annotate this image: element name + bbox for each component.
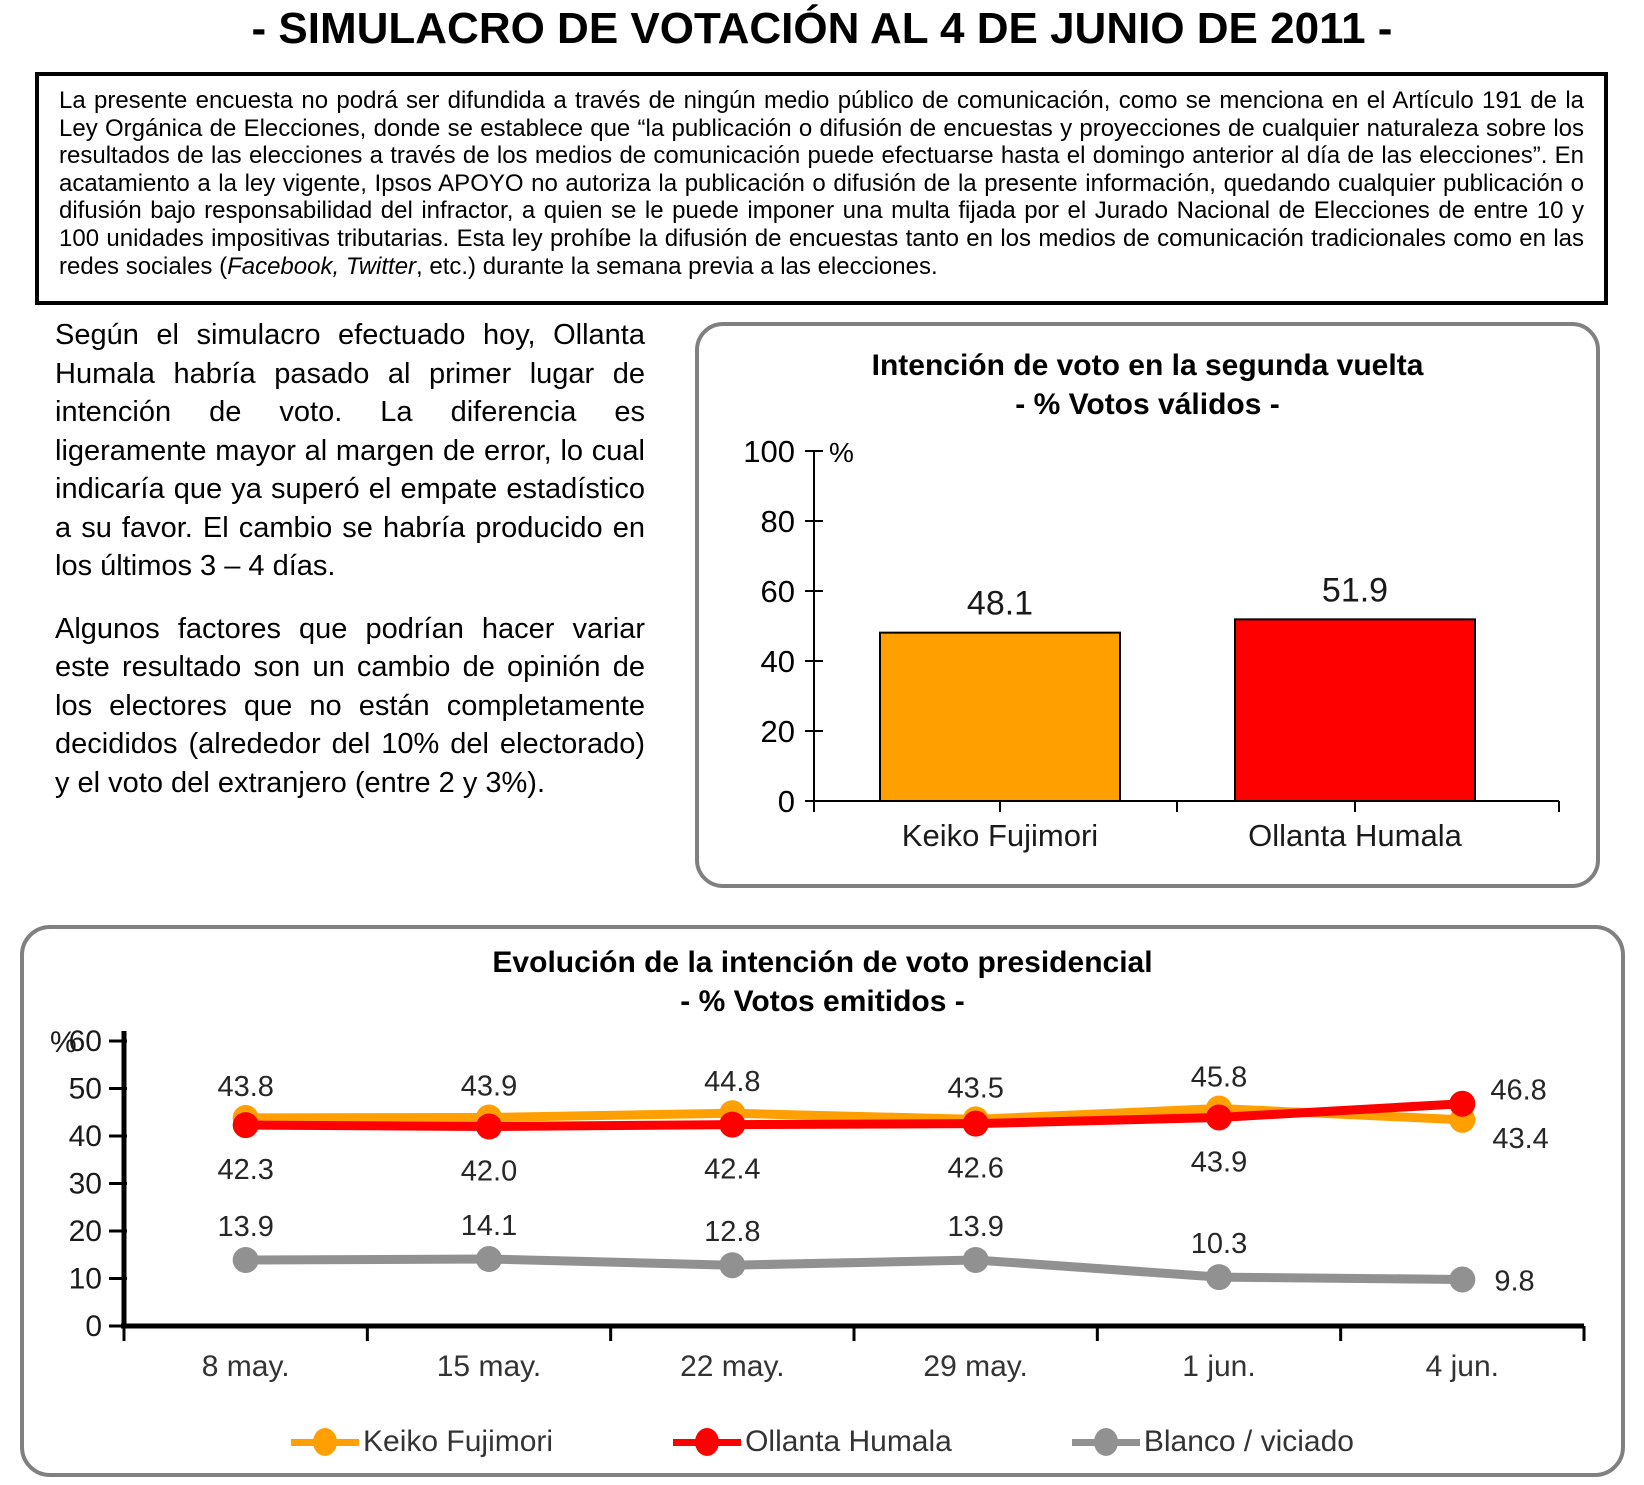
data-point — [719, 1111, 746, 1138]
bar-category-label: Ollanta Humala — [1248, 818, 1462, 853]
line-x-category-label: 8 may. — [202, 1350, 290, 1383]
commentary-column: Según el simulacro efectuado hoy, Ollant… — [55, 316, 645, 826]
legend-item: Blanco / viciado — [1071, 1425, 1354, 1459]
data-point — [476, 1113, 502, 1140]
commentary-paragraph-2: Algunos factores que podrían hacer varia… — [55, 612, 645, 799]
line-chart-subtitle: - % Votos emitidos - — [680, 985, 965, 1018]
legend-marker-icon — [291, 1426, 360, 1458]
page-title: - SIMULACRO DE VOTACIÓN AL 4 DE JUNIO DE… — [251, 4, 1393, 53]
line-y-tick-label: 0 — [85, 1310, 102, 1343]
disclaimer-text-end: , etc.) durante la semana previa a las e… — [416, 252, 938, 280]
legend-label: Ollanta Humala — [745, 1425, 952, 1458]
line-y-tick-label: 50 — [69, 1073, 102, 1106]
legend-marker-icon — [673, 1426, 742, 1458]
legend-item: Ollanta Humala — [673, 1425, 952, 1459]
data-point-label: 43.9 — [461, 1070, 517, 1102]
data-point — [1206, 1264, 1232, 1291]
data-point-label: 42.3 — [217, 1154, 273, 1186]
disclaimer-italic-text: Facebook, Twitter — [227, 252, 417, 280]
data-point — [1449, 1090, 1476, 1117]
bar-y-tick-label: 40 — [761, 644, 795, 679]
bar-y-tick-label: 0 — [778, 784, 795, 819]
bar-chart-panel: Intención de voto en la segunda vuelta -… — [695, 322, 1600, 888]
data-point — [962, 1246, 989, 1273]
data-point — [232, 1112, 259, 1139]
bar-chart: 0 20 40 60 80 100 % 48.1 Keiko Fujimori 51.9 Ollan… — [743, 434, 1560, 853]
bar-unit-label: % — [829, 437, 854, 468]
data-point — [232, 1246, 259, 1273]
data-point-label: 12.8 — [704, 1216, 760, 1248]
disclaimer-box: La presente encuesta no podrá ser difund… — [35, 72, 1608, 305]
data-point — [962, 1110, 989, 1137]
line-x-category-label: 29 may. — [923, 1350, 1028, 1383]
data-point-label: 43.4 — [1492, 1123, 1548, 1155]
line-y-tick-label: 10 — [69, 1263, 102, 1296]
bar-1 — [1234, 618, 1476, 802]
disclaimer-text: La presente encuesta no podrá ser difund… — [59, 87, 1584, 280]
bar-y-tick-label: 20 — [761, 714, 795, 749]
line-chart: 0 10 20 30 40 50 60% 8 may. 15 may. 22 may. 29 may… — [50, 1025, 1586, 1383]
data-point-label: 42.0 — [461, 1156, 517, 1188]
legend-item: Keiko Fujimori — [291, 1425, 553, 1459]
line-x-category-label: 15 may. — [437, 1350, 542, 1383]
bar-y-tick-label: 60 — [761, 574, 795, 609]
data-point-label: 43.9 — [1191, 1146, 1247, 1178]
series-line-1 — [241, 1099, 1467, 1132]
data-point-label: 14.1 — [461, 1210, 517, 1242]
data-point-label: 44.8 — [704, 1066, 760, 1098]
line-x-category-label: 4 jun. — [1426, 1350, 1499, 1383]
data-point-label: 13.9 — [947, 1211, 1003, 1243]
bar-0 — [879, 631, 1121, 802]
line-unit-label: % — [50, 1026, 77, 1059]
bar-value-label: 51.9 — [1322, 571, 1388, 609]
line-y-tick-label: 20 — [69, 1215, 102, 1248]
data-point-label: 45.8 — [1191, 1061, 1247, 1093]
legend-marker-icon — [1071, 1426, 1140, 1458]
data-point-label: 9.8 — [1494, 1265, 1534, 1297]
line-y-tick-label: 30 — [69, 1168, 102, 1201]
data-point-label: 42.4 — [704, 1154, 760, 1186]
line-chart-title-line: Evolución de la intención de voto presid… — [492, 946, 1153, 979]
data-point — [1206, 1104, 1232, 1131]
data-point-label: 43.5 — [947, 1072, 1003, 1104]
bar-y-tick-label: 100 — [743, 434, 795, 469]
line-x-category-label: 1 jun. — [1182, 1350, 1255, 1383]
bar-value-label: 48.1 — [967, 585, 1033, 623]
line-chart-legend: Keiko Fujimori Ollanta Humala Blanco / vic… — [24, 1425, 1621, 1459]
data-point — [476, 1246, 502, 1273]
legend-label: Keiko Fujimori — [363, 1425, 554, 1458]
line-chart-panel: Evolución de la intención de voto presid… — [20, 925, 1625, 1477]
line-x-category-label: 22 may. — [680, 1350, 785, 1383]
data-point-label: 42.6 — [947, 1153, 1003, 1185]
data-point-label: 46.8 — [1490, 1075, 1546, 1107]
data-point — [719, 1252, 746, 1279]
bar-chart-title-line: Intención de voto en la segunda vuelta — [871, 349, 1424, 382]
series-line-2 — [241, 1254, 1467, 1284]
bar-y-tick-label: 80 — [761, 504, 795, 539]
line-y-tick-label: 40 — [69, 1120, 102, 1153]
commentary-paragraph-1: Según el simulacro efectuado hoy, Ollant… — [55, 319, 645, 582]
line-chart-title: Evolución de la intención de voto presid… — [24, 943, 1621, 1021]
legend-label: Blanco / viciado — [1143, 1425, 1354, 1458]
bar-chart-subtitle: - % Votos válidos - — [1015, 388, 1280, 421]
bar-category-label: Keiko Fujimori — [902, 818, 1098, 853]
data-point — [1449, 1266, 1476, 1293]
data-point-label: 13.9 — [217, 1211, 273, 1243]
data-point-label: 43.8 — [217, 1071, 273, 1103]
line-y-tick-label: 60 — [69, 1025, 102, 1058]
series-line-0 — [241, 1103, 1467, 1125]
bar-chart-title: Intención de voto en la segunda vuelta -… — [699, 346, 1596, 424]
data-point-label: 10.3 — [1191, 1228, 1247, 1260]
